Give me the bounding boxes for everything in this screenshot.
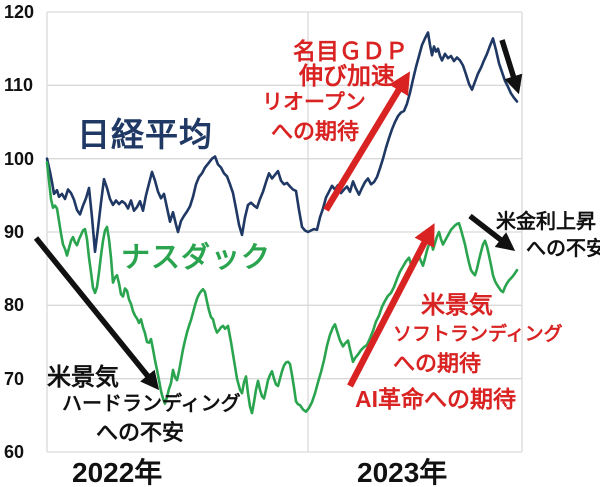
annotation-hard-landing-line2: ハードランディング bbox=[62, 393, 241, 415]
y-tick-label-100: 100 bbox=[4, 148, 35, 169]
x-axis-label-2023: 2023年 bbox=[357, 457, 448, 487]
rate-fear-arrow bbox=[468, 213, 516, 252]
y-tick-label-120: 120 bbox=[4, 2, 35, 22]
y-tick-label-80: 80 bbox=[4, 295, 25, 316]
annotation-rate-fear-line1: 米金利上昇 bbox=[496, 211, 596, 233]
annotation-nominal-gdp-line1: 名目ＧＤＰ bbox=[293, 38, 408, 64]
annotation-reopen-line1: リオープン bbox=[262, 91, 366, 114]
nasdaq-line bbox=[45, 161, 519, 415]
annotation-nominal-gdp-line2: 伸び加速 bbox=[299, 63, 395, 90]
annotation-soft-landing-line1: 米景気 bbox=[421, 292, 493, 319]
nasdaq-series-label: ナスダック bbox=[121, 242, 272, 274]
y-tick-label-110: 110 bbox=[4, 75, 34, 96]
annotation-hard-landing-line3: への不安 bbox=[96, 420, 185, 445]
y-tick-label-90: 90 bbox=[4, 222, 25, 242]
annotation-soft-landing-line3: への期待 bbox=[393, 351, 482, 376]
annotation-hard-landing-line1: 米景気 bbox=[47, 364, 119, 391]
annotation-ai-revolution: AI革命への期待 bbox=[355, 386, 516, 412]
annotation-soft-landing-line2: ソフトランディング bbox=[393, 324, 563, 345]
hard-landing-arrow bbox=[33, 236, 160, 391]
annotation-rate-fear-line2: への不安 bbox=[526, 238, 600, 260]
x-axis-label-2022: 2022年 bbox=[72, 457, 163, 487]
nikkei-line bbox=[45, 31, 519, 254]
nikkei-drop-arrow bbox=[499, 39, 523, 95]
y-tick-label-60: 60 bbox=[4, 442, 25, 462]
nikkei-rise-arrow bbox=[323, 71, 411, 212]
nikkei-series-label: 日経平均 bbox=[77, 116, 213, 153]
annotation-reopen-line2: への期待 bbox=[271, 119, 360, 144]
nasdaq-rise-arrow bbox=[347, 223, 435, 388]
y-tick-label-70: 70 bbox=[4, 368, 25, 389]
